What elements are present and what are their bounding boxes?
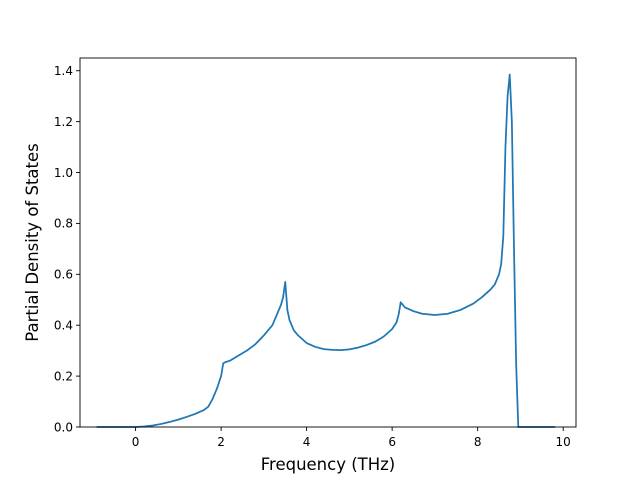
y-tick-label: 1.0 — [54, 166, 73, 180]
x-tick-label: 8 — [474, 435, 482, 449]
axes-frame — [79, 57, 577, 428]
x-tick-label: 6 — [388, 435, 396, 449]
series-line — [96, 73, 556, 428]
y-tick-label: 0.8 — [54, 217, 73, 231]
y-tick-label: 1.4 — [54, 64, 73, 78]
x-tick-label: 0 — [132, 435, 140, 449]
y-tick-label: 0.0 — [54, 420, 73, 434]
x-tick-label: 4 — [303, 435, 311, 449]
x-axis-label: Frequency (THz) — [261, 455, 396, 474]
y-tick-label: 1.2 — [54, 115, 73, 129]
x-tick-label: 10 — [556, 435, 571, 449]
y-axis: 0.0 0.2 0.4 0.6 0.8 1.0 1.2 1.4 — [54, 64, 80, 434]
plot-area — [96, 73, 556, 428]
y-tick-label: 0.6 — [54, 268, 73, 282]
y-axis-label: Partial Density of States — [23, 143, 42, 342]
x-tick-label: 2 — [217, 435, 225, 449]
y-tick-label: 0.4 — [54, 319, 73, 333]
x-axis: 0 2 4 6 8 10 — [132, 427, 571, 449]
y-tick-label: 0.2 — [54, 369, 73, 383]
